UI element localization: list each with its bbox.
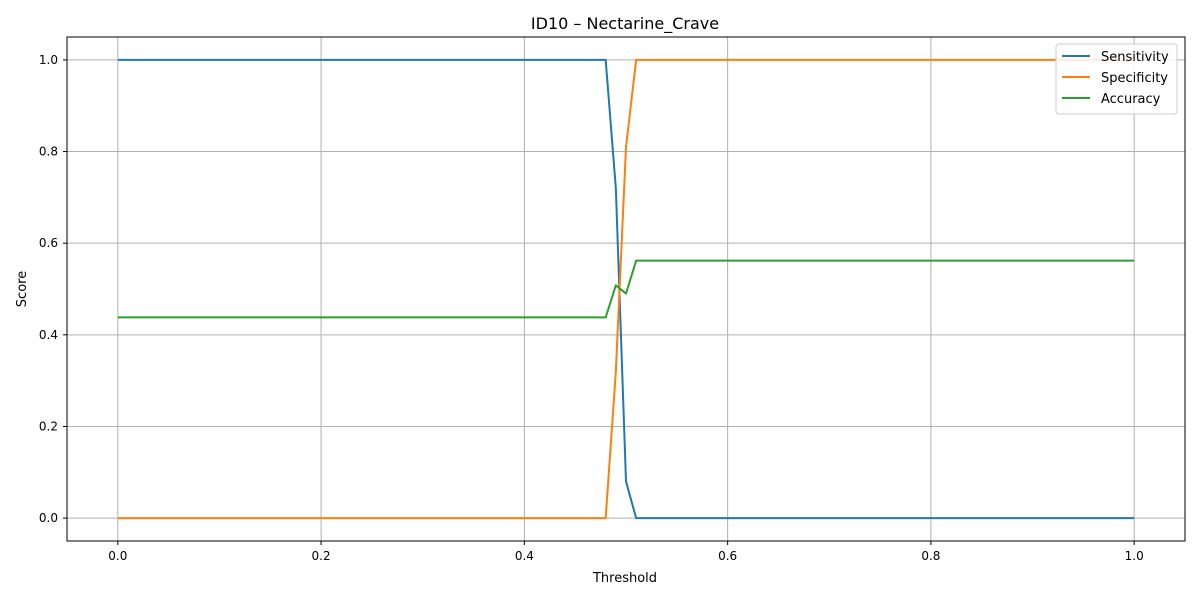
- y-axis-label: Score: [15, 271, 30, 307]
- y-tick-label: 0.8: [39, 145, 58, 159]
- plot-frame: [66, 36, 1186, 542]
- legend: Sensitivity Specificity Accuracy: [1055, 43, 1178, 115]
- chart-title: ID10 – Nectarine_Crave: [531, 14, 719, 34]
- x-tick-label: 0.8: [921, 549, 940, 563]
- legend-label-accuracy: Accuracy: [1101, 92, 1161, 107]
- x-tick-label: 1.0: [1125, 549, 1144, 563]
- legend-label-specificity: Specificity: [1101, 71, 1168, 86]
- series-line-specificity: [117, 58, 1135, 520]
- x-tick-label: 0.2: [312, 549, 331, 563]
- y-tick-label: 0.4: [39, 328, 58, 342]
- y-tick-label: 0.2: [39, 419, 58, 433]
- x-tick-label: 0.0: [108, 549, 127, 563]
- x-tick-label: 0.6: [718, 549, 737, 563]
- y-tick-label: 1.0: [39, 53, 58, 67]
- x-tick-label: 0.4: [515, 549, 534, 563]
- legend-label-sensitivity: Sensitivity: [1101, 50, 1169, 65]
- y-tick-label: 0.6: [39, 236, 58, 250]
- series-line-accuracy: [117, 259, 1135, 319]
- series-line-sensitivity: [117, 58, 1135, 520]
- y-tick-label: 0.0: [39, 511, 58, 525]
- series-lines: [117, 58, 1135, 520]
- legend-box: [1055, 43, 1178, 115]
- x-axis-label: Threshold: [592, 571, 657, 586]
- axis-ticks: 0.0 0.2 0.4 0.6 0.8 1.0 0.0 0.2 0.4 0.6 0.8 1.0: [39, 53, 1144, 563]
